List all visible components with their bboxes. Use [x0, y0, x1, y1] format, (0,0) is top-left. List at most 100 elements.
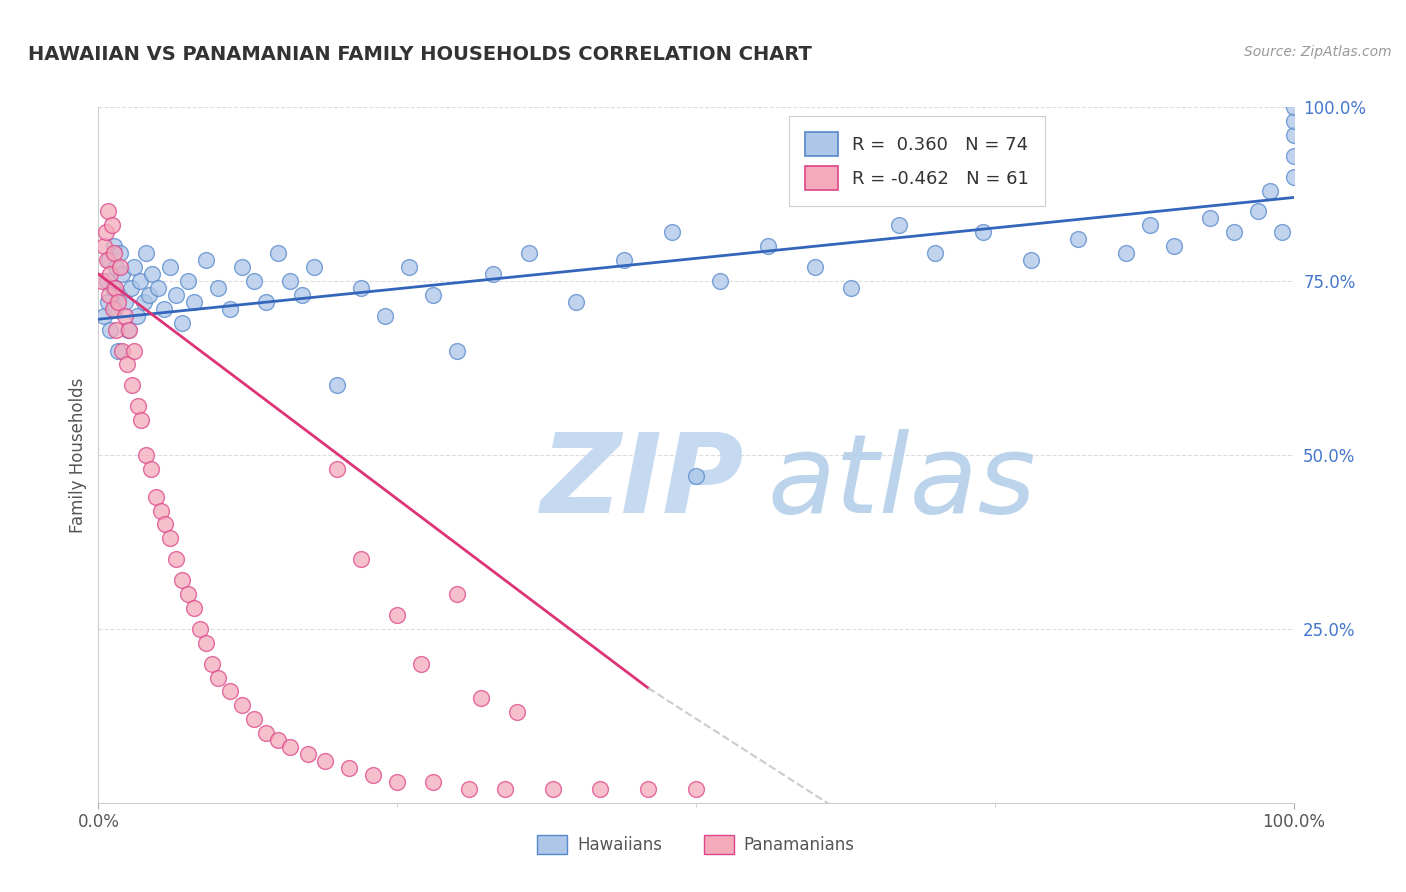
- Point: [254, 294, 277, 309]
- Point: [1223, 225, 1246, 239]
- Point: [1271, 225, 1294, 239]
- Point: [302, 260, 325, 274]
- Point: [517, 246, 540, 260]
- Point: [422, 288, 444, 302]
- Point: [107, 343, 129, 358]
- Y-axis label: Family Households: Family Households: [69, 377, 87, 533]
- Point: [685, 781, 707, 796]
- Point: [339, 761, 361, 775]
- Point: [470, 691, 492, 706]
- Point: [972, 225, 994, 239]
- Point: [94, 225, 117, 239]
- Point: [1282, 114, 1305, 128]
- Point: [841, 281, 863, 295]
- Point: [889, 219, 911, 233]
- Point: [207, 281, 229, 295]
- Point: [411, 657, 433, 671]
- Point: [385, 607, 409, 622]
- Point: [1258, 184, 1281, 198]
- Point: [1019, 253, 1042, 268]
- Point: [267, 733, 290, 747]
- Point: [541, 781, 564, 796]
- Point: [494, 781, 516, 796]
- Point: [159, 532, 181, 546]
- Point: [1282, 169, 1305, 184]
- Text: HAWAIIAN VS PANAMANIAN FAMILY HOUSEHOLDS CORRELATION CHART: HAWAIIAN VS PANAMANIAN FAMILY HOUSEHOLDS…: [28, 45, 813, 63]
- Point: [195, 253, 218, 268]
- Point: [97, 294, 120, 309]
- Legend: Hawaiians, Panamanians: Hawaiians, Panamanians: [530, 828, 862, 861]
- Point: [105, 323, 128, 337]
- Point: [165, 552, 187, 566]
- Point: [131, 413, 153, 427]
- Point: [139, 462, 162, 476]
- Point: [637, 781, 659, 796]
- Point: [685, 468, 707, 483]
- Point: [661, 225, 683, 239]
- Point: [1163, 239, 1185, 253]
- Point: [138, 288, 160, 302]
- Point: [398, 260, 420, 274]
- Text: Source: ZipAtlas.com: Source: ZipAtlas.com: [1244, 45, 1392, 59]
- Point: [93, 239, 115, 253]
- Point: [104, 301, 127, 316]
- Point: [177, 274, 200, 288]
- Point: [481, 267, 505, 281]
- Point: [135, 246, 157, 260]
- Point: [804, 260, 827, 274]
- Point: [254, 726, 277, 740]
- Point: [231, 260, 253, 274]
- Point: [201, 657, 224, 671]
- Point: [291, 288, 314, 302]
- Point: [117, 323, 139, 337]
- Point: [924, 246, 946, 260]
- Point: [127, 399, 149, 413]
- Point: [243, 274, 266, 288]
- Point: [98, 267, 122, 281]
- Point: [219, 684, 242, 698]
- Point: [1282, 100, 1305, 114]
- Point: [363, 768, 385, 782]
- Point: [111, 343, 134, 358]
- Point: [165, 288, 187, 302]
- Point: [98, 288, 121, 302]
- Point: [1139, 219, 1161, 233]
- Point: [100, 219, 122, 233]
- Point: [104, 281, 127, 295]
- Point: [188, 622, 211, 636]
- Point: [115, 358, 138, 372]
- Point: [219, 301, 242, 316]
- Point: [124, 343, 146, 358]
- Point: [107, 288, 129, 302]
- Point: [315, 754, 337, 768]
- Point: [159, 260, 181, 274]
- Point: [93, 309, 115, 323]
- Point: [1199, 211, 1222, 226]
- Point: [129, 274, 152, 288]
- Point: [124, 260, 146, 274]
- Point: [97, 204, 120, 219]
- Point: [350, 281, 373, 295]
- Point: [756, 239, 779, 253]
- Point: [506, 706, 529, 720]
- Point: [132, 294, 155, 309]
- Point: [565, 294, 588, 309]
- Point: [118, 323, 141, 337]
- Point: [278, 740, 301, 755]
- Point: [120, 281, 142, 295]
- Point: [135, 448, 157, 462]
- Point: [111, 267, 134, 281]
- Point: [155, 517, 177, 532]
- Point: [141, 267, 163, 281]
- Point: [125, 309, 148, 323]
- Point: [422, 775, 444, 789]
- Point: [172, 573, 194, 587]
- Point: [1067, 232, 1090, 246]
- Point: [103, 246, 125, 260]
- Point: [267, 246, 290, 260]
- Point: [108, 260, 131, 274]
- Point: [207, 671, 229, 685]
- Point: [114, 309, 136, 323]
- Point: [1282, 128, 1305, 142]
- Point: [107, 294, 129, 309]
